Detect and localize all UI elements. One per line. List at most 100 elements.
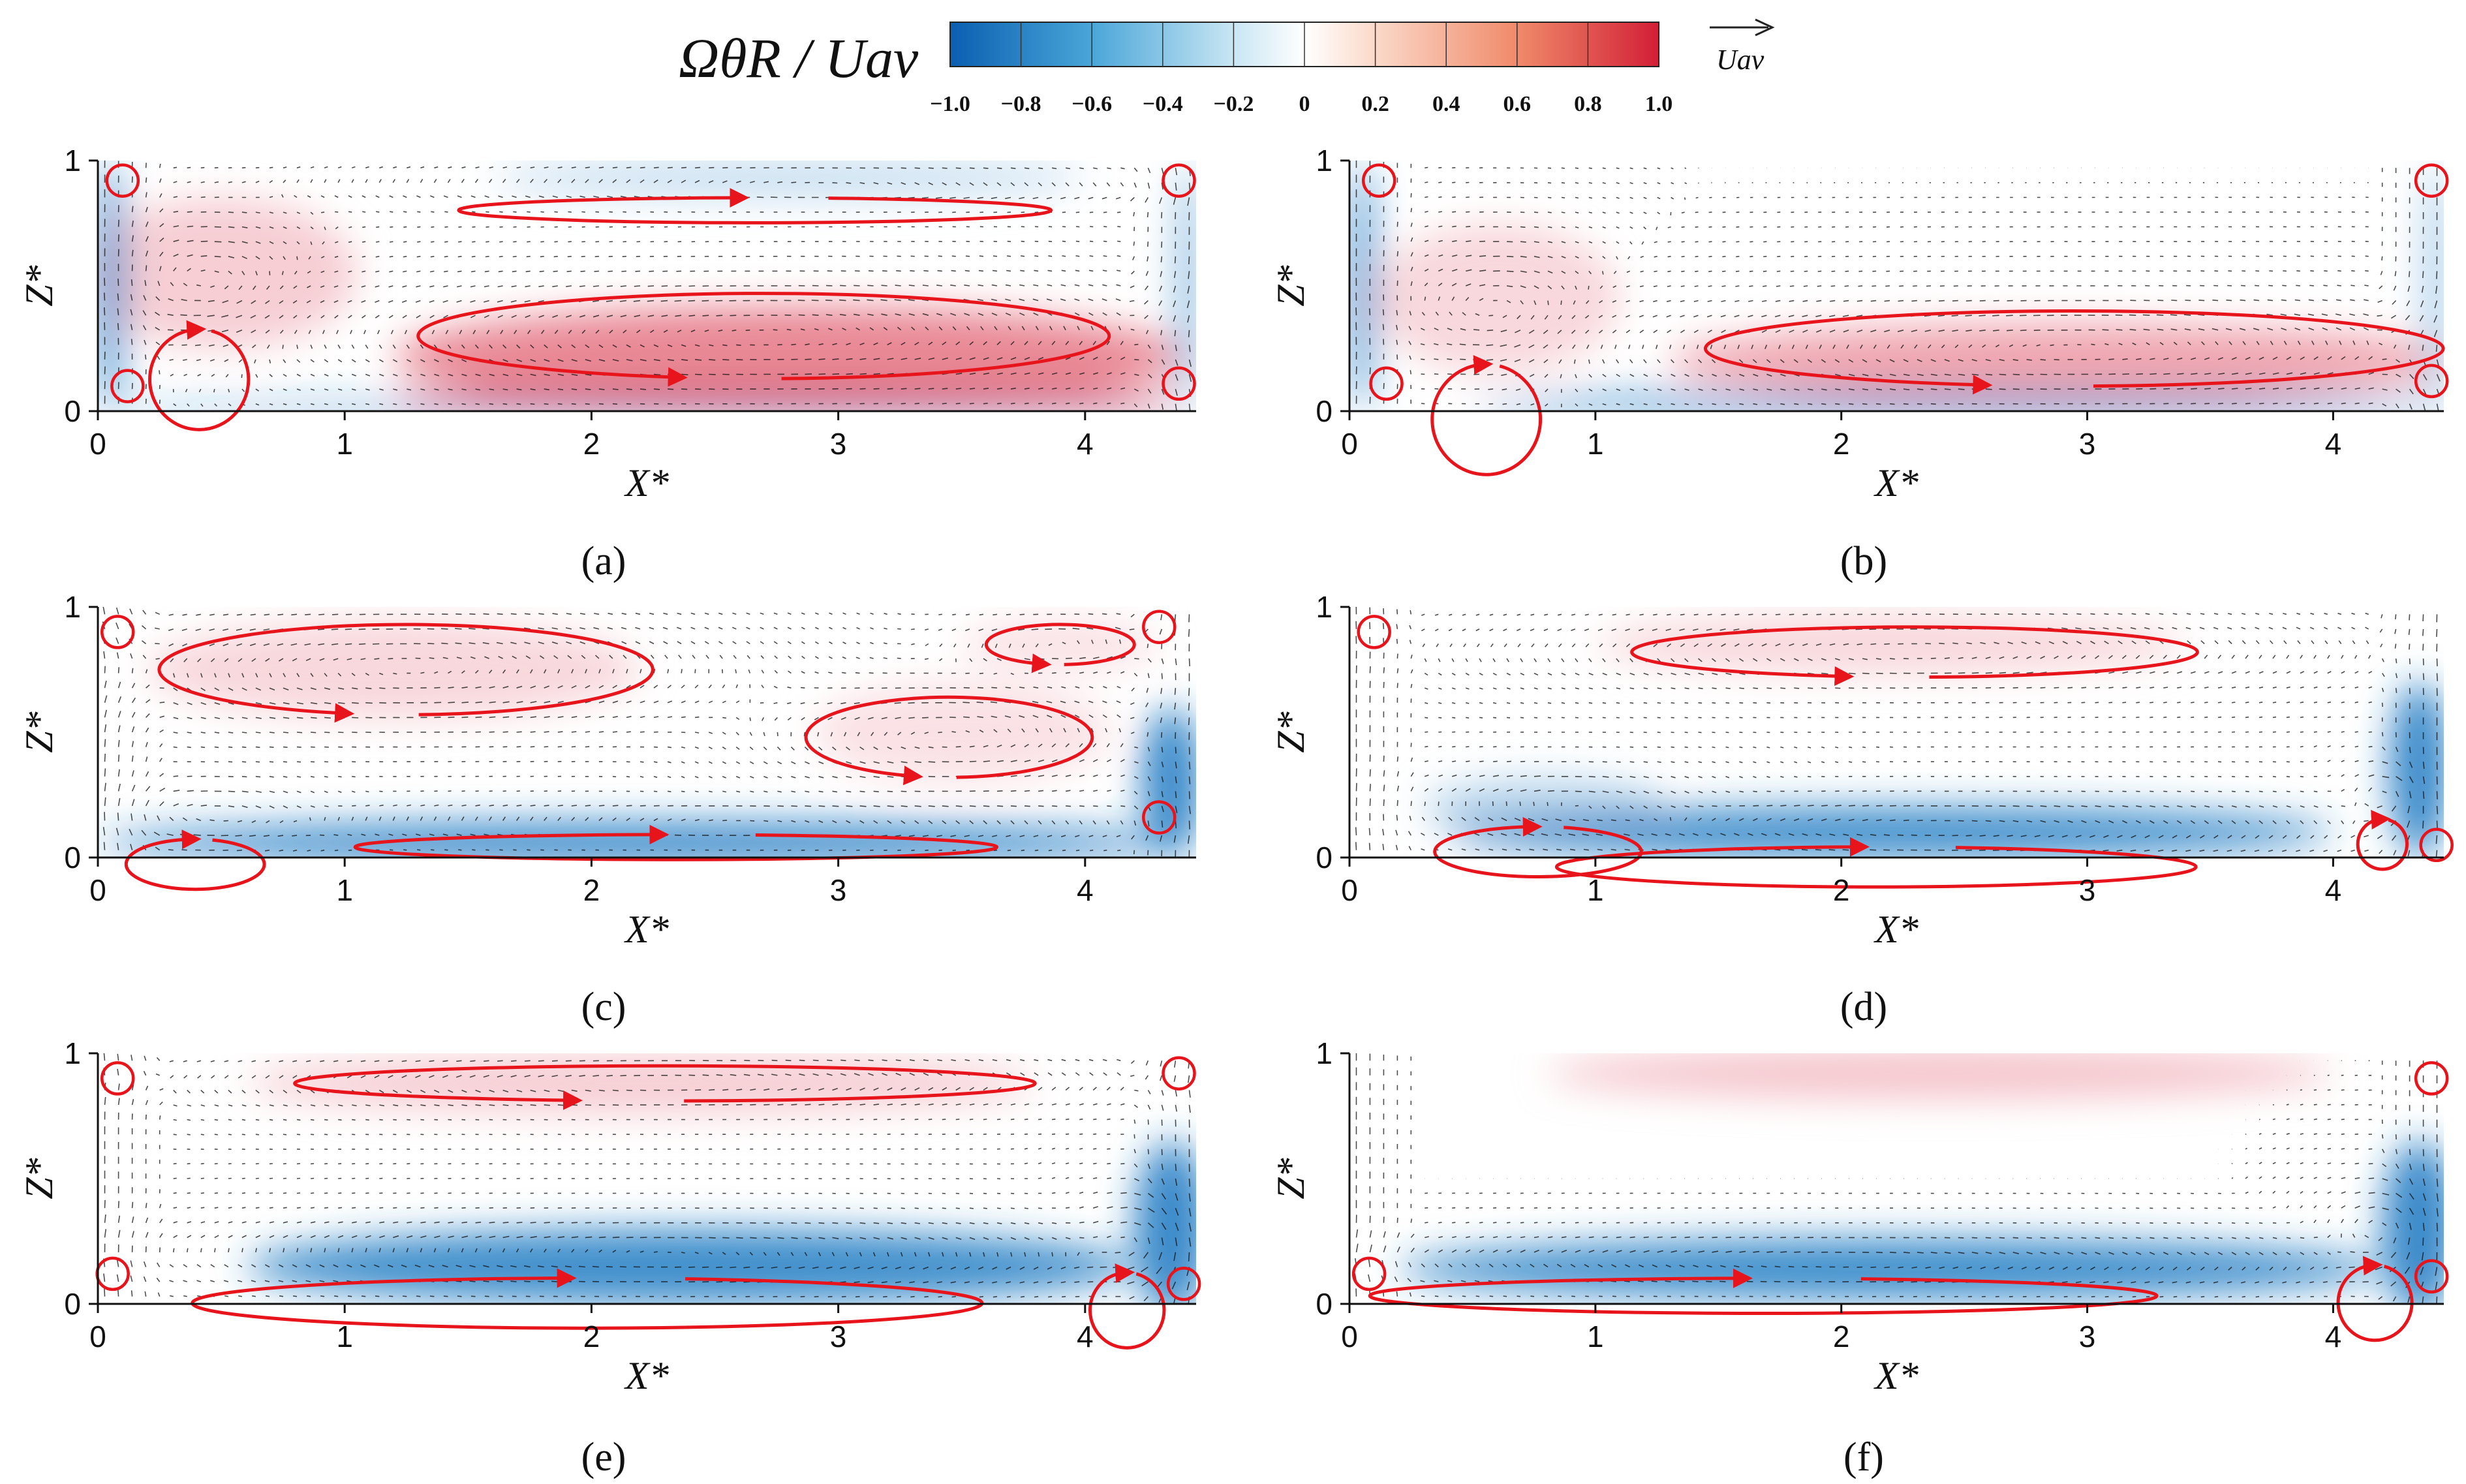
x-tick-label: 1 [1587, 427, 1604, 461]
vortex-ellipse [191, 1268, 984, 1330]
vortex-indicators [95, 1056, 1201, 1350]
vorticity-region [1398, 1239, 2382, 1299]
colorbar-tick-label: 0.6 [1503, 92, 1532, 116]
vortex-ellipse [804, 695, 1094, 786]
panel-label: (a) [581, 539, 626, 583]
vorticity-contour [1349, 161, 2444, 411]
vorticity-region [245, 1228, 1135, 1304]
small-vortex [2414, 1259, 2449, 1294]
vortex-indicators [100, 610, 1177, 891]
vortex-circle [1088, 1263, 1166, 1350]
colorbar-tick-label: −0.2 [1213, 92, 1254, 116]
vortex-ellipse [353, 824, 998, 861]
vortex-ellipse [1630, 625, 2199, 687]
vorticity-region [147, 619, 641, 720]
y-axis-label: Z* [18, 265, 61, 306]
small-vortex [2414, 163, 2449, 198]
x-tick-label: 3 [2079, 1320, 2096, 1353]
x-tick-label: 2 [583, 873, 600, 907]
small-vortex [1162, 366, 1196, 401]
y-tick-label: 1 [1316, 1036, 1333, 1070]
x-tick-label: 1 [336, 427, 353, 461]
x-tick-label: 4 [1077, 873, 1094, 907]
y-axis-label: Z* [18, 1158, 61, 1199]
panel-f: 0 1 2 3 4 0 1 X* Z* (f) [1269, 1036, 2449, 1479]
y-axis-label: Z* [18, 711, 61, 752]
small-vortex [1351, 1256, 1387, 1291]
small-vortex [1357, 615, 1391, 649]
vector-arrows [1355, 607, 2439, 858]
x-tick-label: 4 [2325, 1320, 2342, 1353]
x-tick-label: 0 [89, 1320, 106, 1353]
vorticity-region [1349, 161, 1377, 411]
x-tick-label: 2 [583, 427, 600, 461]
axes: 0 1 2 3 4 0 1 X* Z* [1269, 590, 2444, 951]
velocity-vectors [1355, 607, 2439, 858]
colorbar-tick-label: −0.4 [1143, 92, 1183, 116]
y-tick-label: 0 [64, 841, 81, 874]
vortex-ellipse [984, 623, 1136, 673]
x-axis-label: X* [624, 908, 669, 951]
vorticity-contour [1398, 1053, 2444, 1304]
velocity-vectors [1355, 161, 2441, 411]
x-tick-label: 4 [1077, 1320, 1094, 1353]
x-axis-label: X* [1873, 908, 1919, 951]
vortex-indicators [1357, 615, 2454, 889]
vorticity-region [98, 198, 358, 348]
x-tick-label: 3 [830, 427, 847, 461]
colorbar-tick-label: 0.8 [1574, 92, 1602, 116]
vorticity-region [813, 682, 1110, 782]
x-tick-label: 4 [2325, 427, 2342, 461]
reference-vector: Uav [1710, 18, 1775, 76]
vortex-ellipse [157, 623, 655, 723]
velocity-vectors [103, 1053, 1192, 1304]
x-axis-label: X* [624, 1354, 669, 1397]
vorticity-region [1447, 807, 2334, 858]
axes: 0 1 2 3 4 0 1 X* Z* [1269, 1036, 2444, 1397]
x-tick-label: 1 [1587, 873, 1604, 907]
small-vortex [110, 369, 145, 403]
vorticity-region [2424, 161, 2444, 411]
colorbar-tick-label: −1.0 [930, 92, 970, 116]
reference-vector-label: Uav [1716, 44, 1765, 76]
small-vortex [100, 1061, 135, 1096]
x-tick-label: 2 [1833, 1320, 1850, 1353]
vorticity-region [98, 822, 1184, 858]
x-tick-label: 3 [830, 873, 847, 907]
x-tick-label: 0 [89, 873, 106, 907]
y-tick-label: 0 [64, 394, 81, 428]
y-axis-label: Z* [1269, 265, 1312, 306]
velocity-vectors [102, 607, 1191, 858]
colorbar-title: ΩθR / Uav [679, 27, 919, 89]
x-tick-label: 1 [336, 1320, 353, 1353]
vortex-circle [148, 320, 251, 431]
x-tick-label: 3 [2079, 427, 2096, 461]
y-tick-label: 0 [1316, 841, 1333, 874]
vortex-indicators [1351, 1061, 2449, 1342]
vorticity-region [1669, 323, 2444, 399]
vortex-ellipse [1704, 309, 2445, 395]
vorticity-region [1141, 707, 1196, 858]
panel-label: (c) [581, 985, 626, 1029]
y-tick-label: 1 [64, 1036, 81, 1070]
vortex-circle [2356, 810, 2409, 871]
panel-label: (f) [1843, 1435, 1884, 1479]
x-tick-label: 0 [89, 427, 106, 461]
vortex-ellipse [457, 188, 1053, 224]
vorticity-region [961, 619, 1160, 670]
x-tick-label: 3 [2079, 873, 2096, 907]
colorbar-tick-label: 1.0 [1645, 92, 1673, 116]
small-vortex [2419, 827, 2454, 863]
small-vortex [100, 615, 135, 649]
x-axis-label: X* [1873, 461, 1919, 504]
x-tick-label: 4 [1077, 427, 1094, 461]
vortex-circle [2336, 1256, 2414, 1342]
colorbar-tick-label: −0.8 [1001, 92, 1041, 116]
x-axis-label: X* [1873, 1354, 1919, 1397]
small-vortex [1142, 800, 1177, 835]
vortex-indicators [1361, 163, 2449, 476]
y-tick-label: 0 [64, 1287, 81, 1321]
panels: 0 1 2 3 4 0 1 X* Z* (a) 0 1 2 3 4 0 1 X* Z* (b) 0 1 2 3 4 0 1 X* Z* (… [18, 144, 2454, 1479]
colorbar-tick-label: 0.2 [1361, 92, 1389, 116]
